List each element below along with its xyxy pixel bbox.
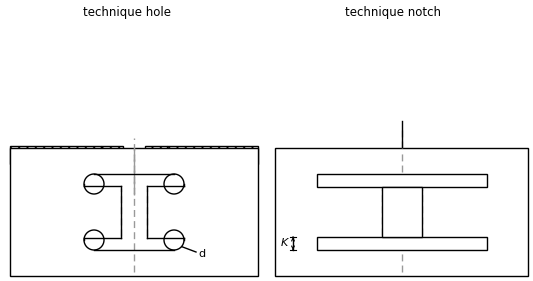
Bar xyxy=(10,148,258,276)
Circle shape xyxy=(84,230,104,250)
Bar xyxy=(275,148,528,276)
Text: K: K xyxy=(281,239,288,248)
Bar xyxy=(101,146,123,186)
Text: technique hole: technique hole xyxy=(83,6,171,19)
Circle shape xyxy=(84,174,104,194)
Bar xyxy=(317,237,487,250)
Bar xyxy=(10,146,101,164)
Bar xyxy=(317,174,487,187)
Circle shape xyxy=(164,174,184,194)
Circle shape xyxy=(164,230,184,250)
Text: d: d xyxy=(198,249,205,259)
Text: technique notch: technique notch xyxy=(345,6,441,19)
Bar xyxy=(167,146,258,164)
Bar xyxy=(382,187,422,237)
Bar xyxy=(145,146,167,186)
